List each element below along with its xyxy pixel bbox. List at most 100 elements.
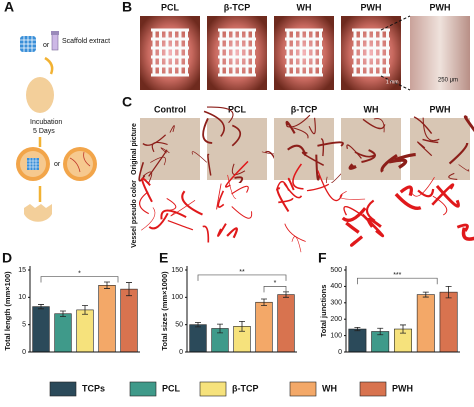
y-tick-label: 0 xyxy=(338,349,342,356)
column-label: Control xyxy=(154,104,186,114)
vessel xyxy=(348,163,357,170)
vessel xyxy=(422,117,440,142)
y-tick-label: 150 xyxy=(171,267,183,274)
y-tick-label: 15 xyxy=(18,267,26,274)
column-label: WH xyxy=(297,2,312,12)
bar xyxy=(76,309,94,353)
y-axis-label: Total junctions xyxy=(319,285,328,338)
scaffold xyxy=(151,28,189,77)
egg-open xyxy=(16,147,50,181)
axes xyxy=(186,266,297,353)
legend-swatch xyxy=(49,381,77,397)
vessel xyxy=(231,163,246,176)
text: or xyxy=(43,42,50,49)
error-bar xyxy=(217,323,223,334)
legend-swatch xyxy=(199,381,227,397)
vessel xyxy=(317,141,344,147)
axes xyxy=(29,266,140,353)
vessel xyxy=(141,207,156,231)
vessel xyxy=(320,138,325,157)
panel-label: F xyxy=(318,250,327,266)
y-tick-label: 10 xyxy=(18,294,26,301)
vessel xyxy=(354,151,376,158)
scaffold xyxy=(352,28,390,77)
photo xyxy=(410,118,470,180)
significance-bracket xyxy=(197,274,287,281)
legend-label: WH xyxy=(322,383,337,393)
legend-label: PWH xyxy=(392,383,413,393)
photo xyxy=(140,118,200,180)
column-label: PWH xyxy=(430,2,451,12)
vessel xyxy=(148,149,168,177)
bar xyxy=(32,306,50,353)
error-bar xyxy=(261,298,267,306)
vessel xyxy=(422,138,439,144)
vessel xyxy=(167,219,194,231)
y-tick-label: 50 xyxy=(175,322,183,329)
vessel xyxy=(341,207,367,222)
y-tick-label: 0 xyxy=(22,349,26,356)
column-label: β-TCP xyxy=(224,2,251,12)
vessel xyxy=(142,134,167,146)
vessel xyxy=(399,185,414,197)
bar xyxy=(120,288,138,353)
vessel xyxy=(293,127,309,139)
vessel xyxy=(417,141,433,157)
error-bar xyxy=(38,304,44,310)
row-label: Vessel pseudo color xyxy=(131,180,138,248)
legend-label: β-TCP xyxy=(232,383,259,393)
y-axis-label: Total sizes (mm×1000) xyxy=(160,271,169,351)
bar xyxy=(348,328,367,353)
row-label: Original picture xyxy=(131,123,138,175)
vessel xyxy=(166,197,177,211)
photo xyxy=(274,16,334,90)
error-bar xyxy=(400,324,406,334)
vessel xyxy=(388,158,408,169)
vessel xyxy=(432,195,448,216)
vessel xyxy=(435,184,460,208)
vessel xyxy=(345,221,360,234)
vessel xyxy=(217,223,227,237)
vessel xyxy=(231,185,249,195)
y-tick-label: 100 xyxy=(171,294,183,301)
vessel xyxy=(448,172,458,180)
arrow xyxy=(44,56,54,75)
photo xyxy=(274,118,334,180)
photo xyxy=(341,118,401,180)
y-axis-label: Total length (mm×100) xyxy=(3,271,12,351)
photo xyxy=(341,183,401,245)
bar xyxy=(255,301,273,353)
vessel xyxy=(315,154,321,181)
legend-swatch xyxy=(359,381,387,397)
photo xyxy=(207,183,267,245)
vessel xyxy=(349,235,364,247)
axes xyxy=(345,266,460,353)
vessel xyxy=(308,117,316,135)
vessel xyxy=(217,190,225,208)
significance-label: *** xyxy=(393,272,401,279)
vessel xyxy=(203,110,225,137)
column-label: PCL xyxy=(228,104,247,114)
text: Scaffold extract xyxy=(62,38,110,45)
vessel xyxy=(456,223,469,232)
vessel xyxy=(431,183,455,206)
column-label: PWH xyxy=(430,104,451,114)
bar xyxy=(416,294,435,353)
panel-label: A xyxy=(4,0,14,15)
vessel xyxy=(227,174,237,199)
y-tick-label: 0 xyxy=(179,349,183,356)
column-label: PWH xyxy=(361,2,382,12)
vessel xyxy=(284,223,306,242)
vessel xyxy=(461,227,474,241)
vessel xyxy=(292,163,304,190)
vessel xyxy=(413,116,433,134)
column-label: WH xyxy=(364,104,379,114)
error-bar xyxy=(104,281,110,289)
vessel xyxy=(202,225,210,243)
vessel xyxy=(139,191,149,215)
vessel xyxy=(160,209,187,220)
egg xyxy=(26,77,54,113)
y-tick-label: 300 xyxy=(330,300,342,307)
y-tick-label: 400 xyxy=(330,283,342,290)
panel-label: B xyxy=(122,0,132,15)
